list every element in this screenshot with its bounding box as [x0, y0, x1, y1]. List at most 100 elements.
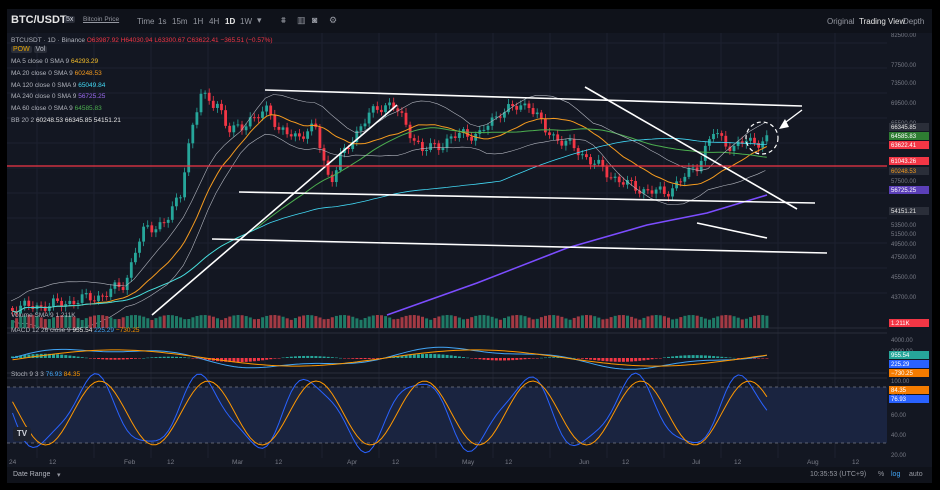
volume-bar — [626, 315, 629, 328]
tf-1s[interactable]: 1s — [158, 17, 167, 26]
volume-bar — [113, 319, 117, 328]
log-toggle[interactable]: log — [891, 471, 901, 478]
macd-hist-bar — [187, 357, 191, 359]
volume-bar — [183, 319, 187, 328]
price-tick-label: 69500.00 — [891, 101, 917, 107]
macd-hist-bar — [412, 354, 416, 358]
leverage-badge: 5x — [64, 16, 76, 23]
legend-indicator-row[interactable]: MA 5 close 0 SMA 9 64293.29 — [11, 56, 273, 68]
volume-bar — [314, 316, 318, 328]
macd-hist-bar — [556, 357, 560, 358]
tradingview-logo[interactable]: TV — [13, 427, 31, 441]
macd-hist-bar — [630, 358, 634, 362]
volume-bar — [572, 317, 576, 328]
legend-tag-vol[interactable]: Vol — [33, 46, 48, 53]
chevron-down-icon[interactable]: ▾ — [57, 472, 61, 479]
auto-toggle[interactable]: auto — [909, 471, 923, 478]
candle-body — [642, 189, 646, 194]
candle-body — [359, 126, 363, 131]
candle-body — [166, 219, 170, 223]
volume-bar — [474, 315, 478, 328]
macd-hist-bar — [326, 356, 330, 358]
volume-bar — [35, 316, 39, 328]
macd-hist-bar — [125, 358, 129, 360]
macd-hist-bar — [31, 354, 35, 358]
macd-signal-value: 225.29 — [94, 327, 115, 334]
view-depth[interactable]: Depth — [903, 17, 925, 26]
gear-icon[interactable]: ⚙ — [329, 15, 338, 25]
tf-time[interactable]: Time — [137, 17, 155, 26]
volume-bar — [220, 319, 224, 328]
legend-tag-pow[interactable]: POW — [11, 46, 32, 53]
legend-indicator-row[interactable]: MA 60 close 0 SMA 9 64585.83 — [11, 103, 273, 115]
macd-hist-bar — [507, 358, 511, 361]
candle-body — [68, 300, 72, 305]
macd-badge-label: 955.54 — [891, 353, 910, 359]
macd-label: MACD 12 26 close 9 — [11, 327, 71, 334]
macd-hist-bar — [724, 357, 728, 358]
time-axis[interactable]: 24 12 Feb 12 Mar 12 Apr 12 May 12 Jun 12 Jul 12 Aug 12 — [9, 459, 860, 466]
chevron-down-icon[interactable]: ▾ — [257, 15, 262, 25]
candle-body — [43, 306, 47, 311]
macd-hist-bar — [757, 358, 761, 359]
camera-icon[interactable]: ◙ — [312, 15, 318, 25]
legend-indicator-row[interactable]: MA 240 close 0 SMA 9 56725.25 — [11, 91, 273, 103]
tf-1d[interactable]: 1D — [225, 17, 236, 26]
volume-bar — [93, 315, 96, 328]
legend-indicator-row[interactable]: MA 120 close 0 SMA 9 65049.84 — [11, 80, 273, 92]
volume-bar — [613, 315, 617, 328]
candle-body — [421, 141, 424, 152]
volume-bar — [347, 315, 351, 328]
price-badge — [889, 207, 929, 215]
tf-15m[interactable]: 15m — [172, 17, 188, 26]
candle-body — [634, 180, 637, 191]
price-tick-label: 73500.00 — [891, 81, 917, 87]
tf-1w[interactable]: 1W — [240, 17, 252, 26]
view-original[interactable]: Original — [827, 17, 855, 26]
macd-hist-bar — [191, 358, 195, 359]
volume-bar — [466, 318, 470, 328]
volume-bar — [203, 315, 207, 328]
view-trading-view[interactable]: Trading View — [859, 17, 906, 26]
candle-body — [449, 136, 453, 139]
tf-4h[interactable]: 4H — [209, 17, 220, 26]
candle-body — [162, 222, 166, 224]
macd-hist-bar — [658, 358, 662, 359]
candle-body — [425, 150, 428, 152]
candle-body — [216, 103, 219, 108]
candle-body — [519, 105, 523, 110]
volume-bar — [650, 315, 654, 328]
chart-type-icon[interactable]: ▥ — [297, 15, 306, 25]
time-tick-label: 12 — [275, 459, 283, 466]
candle-body — [367, 112, 371, 124]
price-badge-label: 61043.26 — [891, 159, 917, 165]
volume-bar — [244, 316, 248, 328]
price-info-link[interactable]: Bitcoin Price — [83, 16, 120, 23]
candle-body — [535, 112, 539, 115]
volume-bar — [642, 317, 646, 328]
tf-1h[interactable]: 1H — [193, 17, 204, 26]
candle-body — [560, 140, 564, 146]
volume-bar — [310, 315, 314, 328]
volume-bar — [355, 318, 359, 328]
macd-hist-bar — [52, 354, 55, 358]
indicators-icon[interactable]: ⩩ — [281, 15, 286, 25]
symbol-name[interactable]: BTC/USDT — [11, 14, 67, 26]
candle-body — [388, 102, 391, 106]
price-axis[interactable]: 82500.0077500.0073500.0069500.0065500.00… — [887, 33, 932, 467]
percent-toggle[interactable]: % — [878, 471, 885, 478]
date-range-button[interactable]: Date Range — [13, 471, 51, 478]
legend-indicator-row[interactable]: MA 20 close 0 SMA 9 60248.53 — [11, 68, 273, 80]
volume-bar — [23, 315, 27, 328]
macd-hist-bar — [183, 357, 187, 358]
macd-hist-bar — [416, 354, 420, 358]
macd-hist-bar — [84, 357, 88, 359]
volume-bar — [19, 316, 23, 328]
macd-hist-bar — [667, 356, 670, 358]
stoch-k-value: 76.93 — [45, 371, 62, 378]
macd-hist-bar — [597, 358, 601, 361]
price-chart[interactable]: 82500.0077500.0073500.0069500.0065500.00… — [7, 33, 932, 467]
legend-indicator-row[interactable]: BB 20 2 60248.53 66345.85 54151.21 — [11, 115, 273, 127]
macd-hist-bar — [671, 356, 675, 358]
volume-bar — [121, 317, 125, 328]
